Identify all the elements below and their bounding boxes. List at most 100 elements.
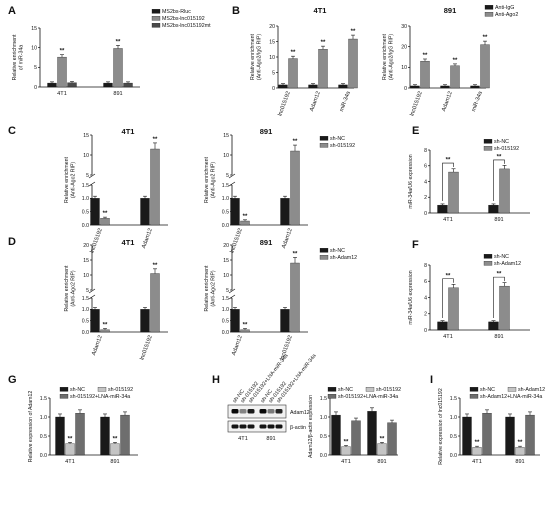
bar <box>290 262 300 333</box>
y-tick-label: 1.5 <box>320 396 327 402</box>
chart-d1: 0.0 0.5 1.0 1.5 5 10 15 20 Relative enrichment (A… <box>8 236 168 361</box>
band-label: β-actin <box>290 425 306 431</box>
significance-mark: ** <box>446 158 451 164</box>
bar <box>65 443 75 456</box>
category-label: Adam12 <box>281 228 294 250</box>
legend-label: sh-015192 <box>108 387 133 393</box>
blot-actin-panel <box>227 420 287 433</box>
y-tick-label: 1.5 <box>82 296 89 302</box>
y-tick-label: 0.0 <box>450 453 457 459</box>
y-tick-label: 0.0 <box>320 453 327 459</box>
y-tick-label: 0.0 <box>40 453 47 459</box>
bar <box>75 413 85 456</box>
bar <box>515 447 525 456</box>
y-tick-label: 1.0 <box>222 196 229 202</box>
bar <box>410 85 420 89</box>
bar <box>140 309 150 333</box>
chart-c2: 0.0 0.5 1.0 1.5 5 10 15 Relative enrichment (Ant… <box>204 127 355 254</box>
significance-mark: ** <box>483 35 488 41</box>
legend-label: MS2bs-lnc015192mt <box>162 23 211 29</box>
y-tick-label: 10 <box>83 273 89 279</box>
y-tick-label: 0 <box>272 86 275 92</box>
y-tick-label: 0.5 <box>450 434 457 440</box>
y-tick-label: 15 <box>31 26 37 32</box>
category-label: Adam12 <box>231 335 244 357</box>
bar <box>290 150 300 226</box>
y-tick-label: 20 <box>223 243 229 249</box>
axis-break-mark <box>228 288 236 294</box>
y-axis-label: Relative enrichment <box>204 157 210 203</box>
category-label: Adam12 <box>309 91 322 113</box>
significance-bracket <box>442 278 454 318</box>
category-label: 4T1 <box>472 459 482 465</box>
legend-swatch <box>319 248 329 253</box>
bar <box>525 414 535 456</box>
significance-mark: ** <box>293 251 298 257</box>
legend-label: sh-NC <box>330 248 345 254</box>
legend-label: sh-NC <box>494 139 509 145</box>
bar <box>331 414 341 456</box>
panel-letter: B <box>232 5 240 17</box>
panel-letter: I <box>430 374 433 386</box>
significance-mark: ** <box>321 40 326 46</box>
legend-label: Anti-Ago2 <box>495 12 518 18</box>
significance-bracket <box>493 159 505 201</box>
legend-swatch <box>469 387 479 392</box>
y-tick-label: 0.5 <box>40 434 47 440</box>
bar <box>288 58 298 89</box>
bar <box>110 443 120 456</box>
y-tick-label: 20 <box>269 24 275 30</box>
legend-swatch <box>483 139 493 144</box>
panel-letter: H <box>212 374 220 386</box>
significance-mark: ** <box>103 211 108 217</box>
bar <box>150 148 160 226</box>
bar <box>448 171 459 214</box>
legend-label: sh-015192 <box>376 387 401 393</box>
chart-g: 0.0 0.5 1.0 1.5 Relative expression of Adam1… <box>8 374 138 465</box>
category-label: lnc015192 <box>229 228 243 254</box>
y-tick-label: 1.0 <box>82 196 89 202</box>
category-label: lnc015192 <box>409 91 423 117</box>
y-tick-label: 5 <box>226 288 229 294</box>
y-axis-label: Adam12/β-actin expression <box>308 395 314 458</box>
legend-swatch <box>59 394 69 399</box>
category-label: 891 <box>515 459 524 465</box>
y-tick-label: 15 <box>223 133 229 139</box>
blot-band <box>231 409 239 414</box>
significance-mark: ** <box>423 53 428 59</box>
y-tick-label: 1.0 <box>40 415 47 421</box>
y-tick-label: 8 <box>424 148 427 154</box>
legend-label: sh-015192+LNA-miR-34a <box>70 394 130 400</box>
legend-label: sh-NC <box>494 254 509 260</box>
y-axis-label: Relative expression of Adam12 <box>28 391 34 463</box>
bar <box>67 82 77 88</box>
bar <box>437 204 448 214</box>
legend-swatch <box>151 23 161 28</box>
bar <box>57 56 67 88</box>
bar <box>348 38 358 89</box>
significance-mark: ** <box>518 440 523 446</box>
y-tick-label: 15 <box>83 258 89 264</box>
legend-swatch <box>483 254 493 259</box>
category-label: lnc015192 <box>89 228 103 254</box>
y-tick-label: 10 <box>223 153 229 159</box>
y-tick-label: 6 <box>424 279 427 285</box>
significance-mark: ** <box>243 214 248 220</box>
bar <box>55 416 65 456</box>
y-tick-label: 30 <box>401 24 407 30</box>
bar <box>150 273 160 333</box>
blot-band <box>259 424 267 429</box>
category-label: Adam12 <box>141 228 154 250</box>
category-label: 4T1 <box>443 334 453 340</box>
legend-swatch <box>507 387 517 392</box>
legend-swatch <box>365 387 375 392</box>
blot-band <box>267 409 275 414</box>
axis-break-mark <box>228 173 236 179</box>
chart-title: 4T1 <box>122 127 135 136</box>
y-axis-label: Relative enrichment <box>64 157 70 203</box>
significance-mark: ** <box>243 323 248 329</box>
